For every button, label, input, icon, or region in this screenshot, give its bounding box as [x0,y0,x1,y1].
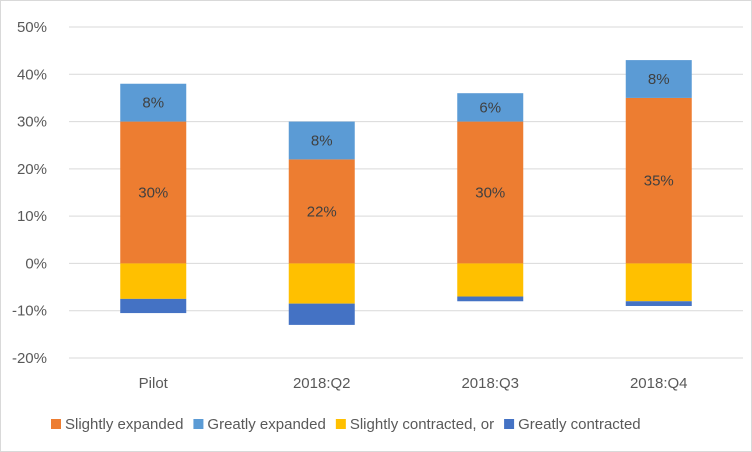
bar-segment [120,298,187,314]
y-tick-label: -20% [12,350,47,367]
legend-swatch [504,419,515,429]
x-category-label: 2018:Q4 [630,375,688,392]
legend-swatch [335,419,346,429]
y-tick-label: 50% [17,19,47,36]
data-label: 30% [475,185,505,202]
legend: Slightly expanded Greatly expanded Slightl… [51,416,641,433]
data-label: 35% [644,173,674,190]
bar-segment [288,121,355,160]
y-tick-label: 30% [17,114,47,131]
bar-segment [457,263,524,297]
bar-segment [288,263,355,304]
y-tick-label: 0% [25,255,47,272]
bar-segment [457,296,524,302]
legend-swatch [51,419,61,429]
data-labels: 30% 8% 22% 8% 30% 6% 35% 8% [138,71,674,220]
legend-label: Greatly contracted [518,416,641,433]
x-category-label: Pilot [139,375,169,392]
y-tick-label: 40% [17,66,47,83]
legend-label: Slightly contracted, or [350,416,494,433]
legend-swatch [193,419,204,429]
bars [120,60,692,325]
bar-segment [625,301,692,306]
bar-segment [625,97,692,264]
y-tick-label: -10% [12,303,47,320]
bar-segment [457,121,524,264]
bar-segment [120,83,187,122]
legend-label: Greatly expanded [207,416,325,433]
x-category-label: 2018:Q3 [461,375,519,392]
bar-segment [288,303,355,325]
y-axis-tick-labels: -20% -10% 0% 10% 20% 30% 40% 50% [12,19,47,367]
bar-segment [288,159,355,264]
y-tick-label: 10% [17,208,47,225]
bar-segment [120,263,187,299]
x-axis-category-labels: Pilot 2018:Q2 2018:Q3 2018:Q4 [139,375,688,392]
legend-label: Slightly expanded [65,416,183,433]
data-label: 8% [311,132,333,149]
bar-segment [120,121,187,264]
data-label: 6% [479,99,501,116]
data-label: 22% [307,203,337,220]
data-label: 30% [138,185,168,202]
bar-segment [625,60,692,98]
data-label: 8% [648,71,670,88]
x-category-label: 2018:Q2 [293,375,351,392]
data-label: 8% [142,95,164,112]
y-tick-label: 20% [17,161,47,178]
bar-segment [457,93,524,122]
bar-segment [625,263,692,302]
